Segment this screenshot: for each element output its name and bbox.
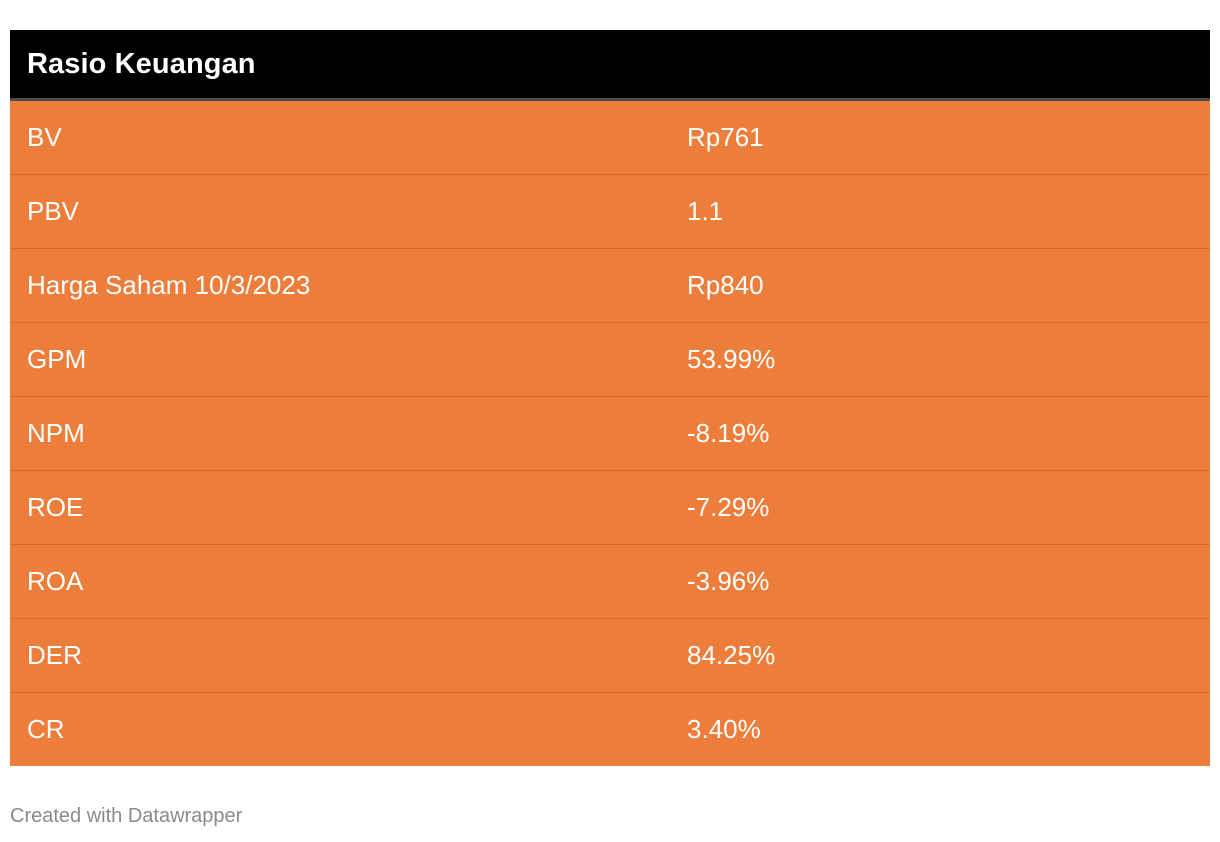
row-label: Harga Saham 10/3/2023 xyxy=(27,270,311,300)
row-label: ROE xyxy=(27,492,84,522)
table-row: Harga Saham 10/3/2023 Rp840 xyxy=(10,249,1210,323)
table-title: Rasio Keuangan xyxy=(27,47,256,80)
row-value: 3.40% xyxy=(687,714,761,744)
row-value: -7.29% xyxy=(687,492,770,522)
table-row: ROA -3.96% xyxy=(10,545,1210,619)
table-row: NPM -8.19% xyxy=(10,397,1210,471)
row-label: DER xyxy=(27,640,82,670)
table-row: GPM 53.99% xyxy=(10,323,1210,397)
row-value: 1.1 xyxy=(687,196,724,226)
row-label: ROA xyxy=(27,566,84,596)
row-label: GPM xyxy=(27,344,87,374)
datawrapper-credit: Created with Datawrapper xyxy=(10,805,243,827)
row-label: PBV xyxy=(27,196,80,226)
row-label: BV xyxy=(27,122,62,152)
row-value: 84.25% xyxy=(687,640,776,670)
row-label: NPM xyxy=(27,418,85,448)
row-value: -8.19% xyxy=(687,418,770,448)
table-row: ROE -7.29% xyxy=(10,471,1210,545)
row-value: Rp761 xyxy=(687,122,764,152)
table-header: Rasio Keuangan xyxy=(10,30,1210,101)
row-value: -3.96% xyxy=(687,566,770,596)
table-body: BV Rp761 PBV 1.1 Harga Saham 10/3/2023 R… xyxy=(10,101,1210,766)
table-row: DER 84.25% xyxy=(10,619,1210,693)
table-row: PBV 1.1 xyxy=(10,175,1210,249)
table-row: BV Rp761 xyxy=(10,101,1210,175)
row-value: Rp840 xyxy=(687,270,764,300)
row-value: 53.99% xyxy=(687,344,776,374)
table-row: CR 3.40% xyxy=(10,693,1210,766)
row-label: CR xyxy=(27,714,65,744)
ratio-table: Rasio Keuangan BV Rp761 PBV 1.1 Harga Sa… xyxy=(10,30,1210,766)
